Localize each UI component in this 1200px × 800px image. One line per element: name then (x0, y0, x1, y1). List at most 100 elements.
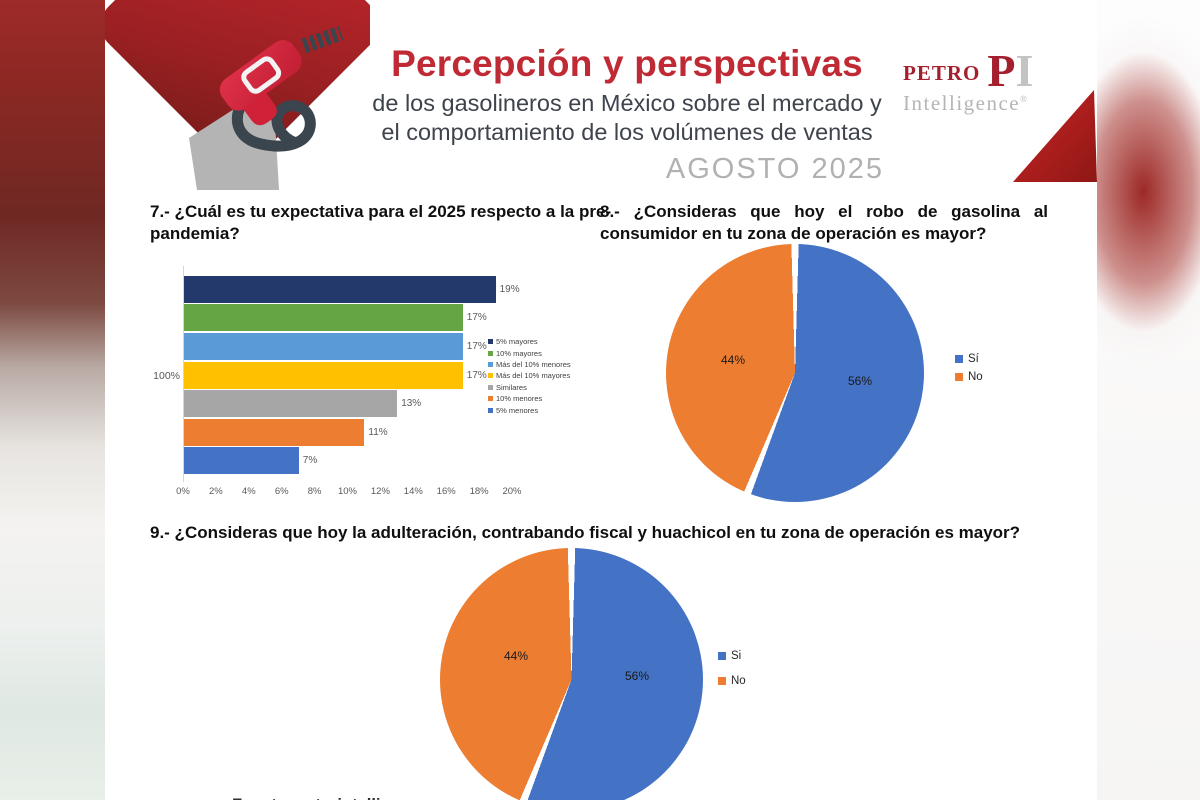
legend-item: No (718, 675, 746, 687)
bar-value-label: 17% (466, 340, 487, 352)
legend-label: 10% mayores (496, 348, 542, 358)
page-title: Percepción y perspectivas (391, 43, 863, 84)
legend-swatch (488, 373, 493, 379)
x-axis-tick: 0% (176, 486, 190, 497)
legend-item: 5% mayores (488, 336, 571, 347)
source-text-clipped: Fuente: petrointelligence (232, 796, 428, 800)
pump-hose (231, 88, 316, 152)
bar-segment (184, 390, 398, 418)
legend-label: 10% menores (496, 394, 543, 404)
x-axis-tick: 12% (370, 486, 390, 497)
bar-segment (184, 361, 463, 389)
period-label: AGOSTO 2025 (665, 153, 884, 185)
x-axis-tick: 18% (469, 486, 489, 497)
title-block: Percepción y perspectivas de los gasolin… (368, 42, 886, 186)
logo-monogram-i: I (1015, 45, 1034, 96)
x-axis-tick: 8% (307, 486, 322, 497)
bar-value-label: 13% (401, 398, 422, 410)
bar-segment (184, 447, 299, 475)
legend-swatch (488, 339, 493, 345)
legend-swatch (488, 350, 493, 356)
x-axis-tick: 16% (436, 486, 456, 497)
legend-label: Más del 10% mayores (496, 371, 571, 381)
legend-label: No (968, 371, 983, 383)
registered-trademark-symbol: ® (1020, 94, 1029, 104)
legend-label: Similares (496, 382, 527, 392)
legend-item: Más del 10% mayores (488, 370, 571, 381)
bar-row: 19% (184, 275, 520, 304)
question-8-heading: 8.- ¿Consideras que hoy el robo de gasol… (600, 202, 1048, 243)
petro-intelligence-logo: PETRO P I Intelligence® (903, 45, 1053, 116)
bar-row: 11% (184, 418, 520, 447)
blurred-edge-right (1097, 0, 1200, 800)
legend-item: Sí (955, 353, 983, 365)
legend-swatch (488, 396, 493, 402)
q8-pie-chart (666, 244, 924, 502)
category-axis-label: 100% (153, 370, 180, 382)
q8-slice-label-no: 44% (720, 353, 746, 367)
x-axis-tick: 10% (337, 486, 357, 497)
question-7-line-2: pandemia? (150, 223, 240, 243)
legend-item: Más del 10% menores (488, 359, 571, 370)
x-axis-tick: 20% (502, 486, 522, 497)
legend-swatch (488, 384, 493, 390)
bar-value-label: 17% (466, 369, 487, 381)
bar-row: 17% (184, 332, 520, 361)
bar-value-label: 19% (499, 283, 520, 295)
bar-value-label: 7% (302, 455, 318, 467)
x-axis-tick: 4% (241, 486, 256, 497)
question-9-heading: 9.- ¿Consideras que hoy la adulteración,… (150, 523, 1021, 542)
subtitle-line-1: de los gasolineros en México sobre el me… (372, 90, 882, 116)
y-axis-line (183, 266, 184, 482)
fuel-pump-graphic (105, 0, 370, 190)
corner-triangle-decoration (1013, 90, 1097, 182)
legend-item: No (955, 371, 983, 383)
legend-label: Más del 10% menores (496, 359, 571, 369)
q7-chart-legend: 5% mayores 10% mayores Más del 10% menores… (488, 336, 571, 416)
bars-container: 19% 17% 17% 17% 13% 11% 7% (184, 275, 520, 475)
pump-nozzle (219, 40, 302, 126)
q9-slice-label-si: 56% (624, 669, 650, 683)
legend-label: Si (731, 650, 742, 662)
q7-bar-chart: 100% 19% 17% 17% 17% 13% 11% 7% 0% 2% 4% 6% 8% 10% 1… (150, 258, 580, 508)
legend-swatch (955, 373, 963, 381)
legend-item: 10% mayores (488, 347, 571, 358)
x-axis-tick: 6% (274, 486, 289, 497)
legend-item: Si (718, 650, 746, 662)
bar-segment (184, 275, 496, 303)
q9-slice-label-no: 44% (503, 649, 529, 663)
bar-segment (184, 418, 365, 446)
blurred-edge-left (0, 0, 105, 800)
q8-pie-legend: Sí No (955, 353, 983, 383)
legend-item: Similares (488, 382, 571, 393)
legend-label: 5% mayores (496, 337, 538, 347)
bar-row: 17% (184, 304, 520, 333)
logo-monogram-p: P (987, 45, 1016, 96)
legend-item: 5% menores (488, 404, 571, 415)
bar-value-label: 11% (368, 426, 388, 438)
bar-segment (184, 332, 463, 360)
x-axis-ticks: 0% 2% 4% 6% 8% 10% 12% 14% 16% 18% 20% (150, 486, 580, 500)
legend-label: 5% menores (496, 405, 539, 415)
legend-swatch (955, 355, 963, 363)
logo-word-petro: PETRO (903, 61, 981, 85)
legend-swatch (718, 677, 726, 685)
bar-row: 13% (184, 389, 520, 418)
legend-swatch (488, 407, 493, 413)
x-axis-tick: 14% (403, 486, 423, 497)
red-diamond-shape (105, 0, 370, 165)
question-7-heading: 7.- ¿Cuál es tu expectativa para el 2025… (150, 201, 620, 244)
q9-pie-legend: Si No (718, 650, 746, 687)
legend-swatch (718, 652, 726, 660)
x-axis-tick: 2% (209, 486, 223, 497)
bar-value-label: 17% (466, 312, 487, 324)
bar-segment (184, 304, 463, 332)
legend-label: Sí (968, 353, 979, 365)
question-7-line-1: 7.- ¿Cuál es tu expectativa para el 2025… (150, 202, 612, 221)
bar-row: 17% (184, 361, 520, 390)
q8-slice-label-si: 56% (847, 374, 873, 388)
legend-label: No (731, 675, 746, 687)
bar-row: 7% (184, 447, 520, 476)
logo-word-intelligence: Intelligence (903, 91, 1021, 115)
